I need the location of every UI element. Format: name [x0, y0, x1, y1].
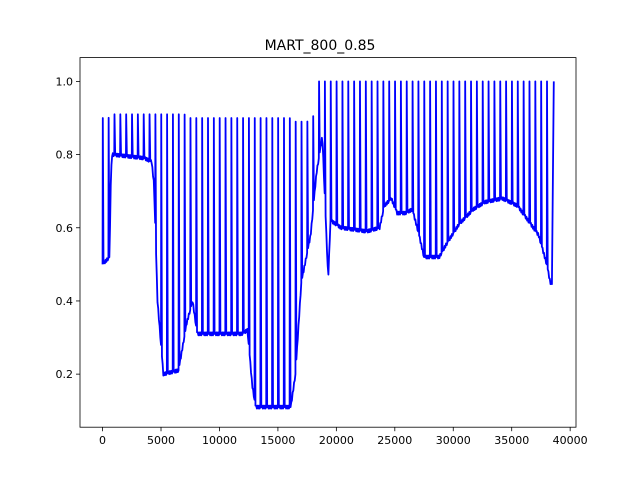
y-tick-label: 1.0: [56, 75, 74, 88]
series-line-1: [101, 80, 555, 410]
x-tick-label: 40000: [553, 434, 588, 447]
plot-area: [101, 80, 555, 410]
y-tick-label: 0.2: [56, 368, 74, 381]
x-tick-label: 0: [99, 434, 106, 447]
y-tick-label: 0.8: [56, 149, 74, 162]
chart-title: MART_800_0.85: [265, 38, 376, 54]
y-tick-label: 0.4: [56, 295, 74, 308]
x-tick-label: 30000: [436, 434, 471, 447]
y-tick-label: 0.6: [56, 222, 74, 235]
x-tick-label: 35000: [494, 434, 529, 447]
x-tick-label: 15000: [260, 434, 295, 447]
x-axis: 0 5000 10000 15000 20000 25000 30000 35000 40000: [99, 427, 588, 447]
x-tick-label: 10000: [202, 434, 237, 447]
x-tick-label: 20000: [319, 434, 354, 447]
y-axis: 0.2 0.4 0.6 0.8 1.0: [56, 75, 80, 381]
x-tick-label: 5000: [147, 434, 175, 447]
x-tick-label: 25000: [377, 434, 412, 447]
axes-frame: [79, 57, 577, 428]
